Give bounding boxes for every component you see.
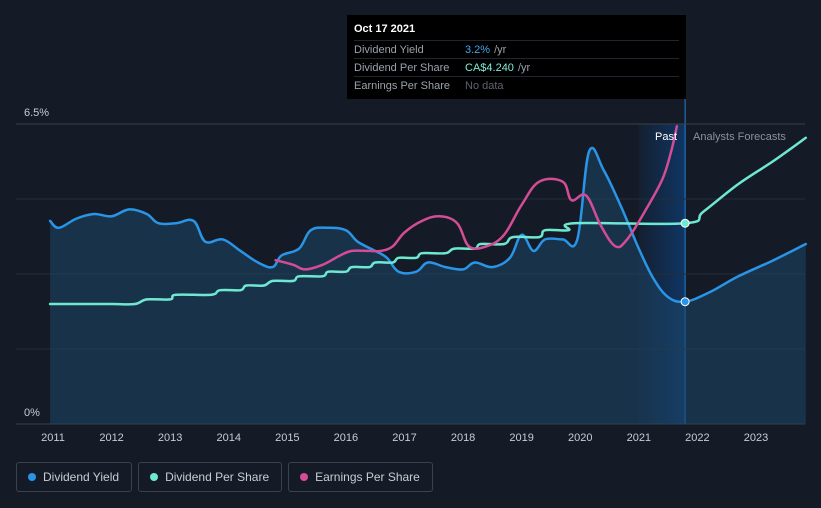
x-tick-label: 2015 bbox=[275, 432, 299, 444]
past-label: Past bbox=[655, 131, 677, 143]
earnings-per-share-line bbox=[274, 125, 679, 271]
x-tick-label: 2016 bbox=[334, 432, 358, 444]
legend-item-earnings-per-share[interactable]: Earnings Per Share bbox=[288, 462, 433, 492]
legend-label: Dividend Yield bbox=[43, 470, 120, 484]
tooltip-value: No data bbox=[465, 79, 504, 92]
x-tick-label: 2013 bbox=[158, 432, 182, 444]
x-tick-label: 2018 bbox=[451, 432, 475, 444]
dividend-yield-line bbox=[48, 146, 808, 304]
x-tick-label: 2020 bbox=[568, 432, 592, 444]
legend-label: Dividend Per Share bbox=[165, 470, 270, 484]
dividend-yield-marker bbox=[680, 297, 690, 307]
tooltip-row-dividend-yield: Dividend Yield 3.2% /yr bbox=[354, 40, 679, 58]
legend-dot-icon bbox=[150, 473, 159, 481]
x-tick-label: 2021 bbox=[627, 432, 651, 444]
tooltip-value: CA$4.240 bbox=[465, 61, 514, 74]
dividend-yield-area bbox=[50, 147, 806, 424]
x-tick-label: 2022 bbox=[685, 432, 709, 444]
tooltip-value: 3.2% bbox=[465, 43, 491, 56]
x-tick-label: 2012 bbox=[99, 432, 123, 444]
tooltip-label: Dividend Yield bbox=[354, 43, 424, 56]
legend-item-dividend-per-share[interactable]: Dividend Per Share bbox=[138, 462, 283, 492]
forecast-label: Analysts Forecasts bbox=[693, 131, 786, 143]
tooltip-date: Oct 17 2021 bbox=[354, 23, 416, 35]
tooltip-unit: /yr bbox=[494, 43, 507, 56]
tooltip-label: Dividend Per Share bbox=[354, 61, 450, 74]
x-tick-label: 2019 bbox=[509, 432, 533, 444]
tooltip: Oct 17 2021 Dividend Yield 3.2% /yr Divi… bbox=[347, 15, 686, 99]
tooltip-row-earnings-per-share: Earnings Per Share No data bbox=[354, 76, 679, 94]
x-tick-label: 2023 bbox=[744, 432, 768, 444]
legend-label: Earnings Per Share bbox=[315, 470, 420, 484]
y-axis-bottom-label: 0% bbox=[24, 407, 40, 419]
tooltip-label: Earnings Per Share bbox=[354, 79, 450, 92]
x-tick-label: 2017 bbox=[392, 432, 416, 444]
dividend-per-share-line bbox=[48, 136, 808, 306]
y-axis-top-label: 6.5% bbox=[24, 107, 49, 119]
tooltip-unit: /yr bbox=[517, 61, 531, 74]
legend-dot-icon bbox=[300, 473, 309, 481]
tooltip-row-dividend-per-share: Dividend Per Share CA$4.240 /yr bbox=[354, 58, 679, 76]
dividend-per-share-marker bbox=[680, 218, 690, 228]
legend-dot-icon bbox=[28, 473, 36, 481]
chart-legend: Dividend Yield Dividend Per Share Earnin… bbox=[16, 462, 433, 492]
x-tick-label: 2011 bbox=[41, 432, 65, 444]
legend-item-dividend-yield[interactable]: Dividend Yield bbox=[16, 462, 133, 492]
x-tick-label: 2014 bbox=[217, 432, 241, 444]
